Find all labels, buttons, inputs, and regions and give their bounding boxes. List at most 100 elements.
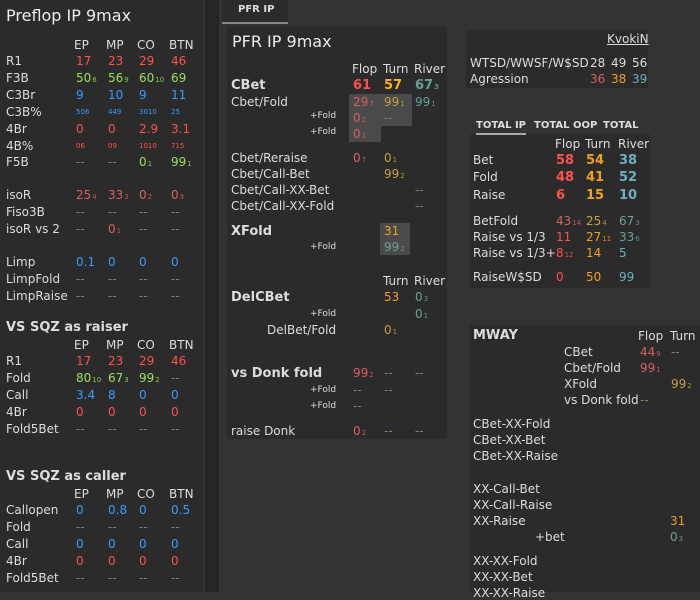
wtsd-panel (466, 30, 648, 88)
pfr-row-cbet-reraise-val-sample: 1 (392, 156, 398, 164)
total-row-raise-vs-13: Raise vs 1/3 (473, 230, 546, 244)
total-row-bet-val: 38 (619, 153, 638, 168)
mway-row-cbet-fold: Cbet/Fold (564, 361, 621, 375)
sqz-raiser-val: 673 (108, 371, 129, 385)
preflop-val: 9 (139, 88, 147, 102)
total-row-raise-wsd-val: 99 (619, 270, 635, 284)
pfr-row-cbet-call-bet: Cbet/Call-Bet (231, 167, 310, 181)
pfr-row-xfold: XFold (231, 224, 273, 239)
agression-val: 39 (632, 72, 648, 86)
pfr-row-xfold-val: 31 (384, 224, 400, 238)
pfr-row-cbet-fold: Cbet/Fold (231, 95, 288, 109)
wtsd-val: 28 (590, 56, 606, 70)
sqz-caller-val: -- (139, 571, 148, 585)
tab-total-ip[interactable]: TOTAL IP (476, 120, 527, 135)
pfr-row-xfold-fold-val-sample: 2 (400, 245, 405, 253)
agression-val: 36 (590, 72, 606, 86)
sqz-caller-val: -- (171, 520, 180, 534)
pfr-row-delcbet-val: 03 (415, 290, 429, 304)
sqz-caller-val: 0 (76, 503, 84, 517)
mway-row-bet-val-sample: 3 (678, 535, 684, 543)
pfr-row-cbet-call-xx-fold: Cbet/Call-XX-Fold (231, 199, 335, 213)
sqz-caller-val: 0 (139, 537, 147, 551)
sqz-raiser-val-sample: 3 (124, 376, 129, 384)
sqz-raiser-val: -- (76, 422, 85, 436)
preflop-val: 09 (108, 142, 117, 150)
sqz-caller-row-call: Call (6, 537, 29, 551)
total-row-raise-val: 6 (556, 188, 566, 203)
sqz-caller-val: 0.8 (108, 503, 128, 517)
mway-row-xx-xx-raise: XX-XX-Raise (473, 586, 546, 600)
sqz-caller-val: 0 (171, 554, 179, 568)
pfr-row-delbet-fold: DelBet/Fold (267, 323, 337, 337)
sqz-raiser-col-mp: MP (106, 338, 124, 352)
pfr-row-vs-donk-fold-val-sample: 2 (369, 371, 374, 379)
preflop-val: 46 (171, 54, 187, 68)
sqz-caller-col-btn: BTN (169, 487, 194, 501)
highlight-cell (380, 94, 412, 110)
preflop-val-sample: 2 (147, 193, 153, 201)
mway-row-cbet-xx-raise: CBet-XX-Raise (473, 449, 559, 463)
pfr-col-turn: Turn (383, 62, 409, 76)
preflop-val-sample: 6 (92, 76, 97, 84)
preflop-col-ep: EP (74, 38, 89, 52)
preflop-row-f5b: F5B (6, 155, 29, 169)
pfr-row-donk-fold1-val: -- (384, 383, 393, 397)
sqz-raiser-row-call: Call (6, 388, 29, 402)
tab-total[interactable]: TOTAL (603, 120, 639, 131)
highlight-cell (380, 110, 412, 126)
mway-row-xx-xx-bet: XX-XX-Bet (473, 570, 533, 584)
pfr-row-cbet-fold-val: 297 (353, 95, 374, 109)
pfr-row-cbet-reraise-val: 07 (353, 151, 367, 165)
pfr-row-raise-donk-val-sample: 2 (361, 429, 367, 437)
sqz-raiser-val: -- (171, 422, 180, 436)
sqz-caller-val: 0 (108, 554, 116, 568)
preflop-row-limp: Limp (6, 255, 36, 269)
total-row-raise-vs-13plus-val: 14 (586, 246, 602, 260)
pfr-row-cbet-call-xx-fold-val: -- (415, 199, 424, 213)
pfr-del-col-turn: Turn (383, 274, 409, 288)
total-row-raise-val: 10 (619, 188, 638, 203)
preflop-val: 3010 (139, 108, 157, 116)
preflop-val: 11 (171, 88, 187, 102)
mway-row-vs-donk-fold: vs Donk fold (564, 393, 639, 407)
preflop-val: -- (108, 272, 117, 286)
mway-row-cbet-val: -- (671, 345, 680, 359)
preflop-val: 02 (139, 188, 153, 202)
pfr-row-cbet-fold-val-sample: 7 (369, 100, 374, 108)
highlight-cell (349, 110, 381, 126)
tab-pfr-ip[interactable]: PFR IP (222, 0, 288, 24)
pfr-row-cbet-fold-val: 991 (415, 95, 436, 109)
sqz-raiser-title: VS SQZ as raiser (6, 320, 128, 335)
pfr-row-cbet-call-xx-bet-val: -- (415, 183, 424, 197)
preflop-val: 01 (139, 155, 153, 169)
preflop-val: -- (76, 272, 85, 286)
sqz-raiser-val: 0 (76, 405, 84, 419)
tab-total-oop[interactable]: TOTAL OOP (534, 120, 598, 131)
sqz-raiser-val: 0 (139, 405, 147, 419)
preflop-val: 3.1 (171, 122, 191, 136)
sqz-caller-val: 0 (139, 503, 147, 517)
total-row-betfold-val-sample: 14 (572, 219, 582, 227)
sqz-raiser-row-4br: 4Br (6, 405, 27, 419)
sqz-raiser-val: -- (171, 371, 180, 385)
preflop-val: -- (108, 289, 117, 303)
total-row-betfold-val: 4314 (556, 214, 582, 228)
total-row-betfold: BetFold (473, 214, 519, 228)
preflop-val: -- (108, 205, 117, 219)
sqz-raiser-val: 0 (171, 405, 179, 419)
sqz-caller-val: -- (108, 571, 117, 585)
highlight-cell (349, 126, 381, 142)
mway-row-xx-raise: XX-Raise (473, 514, 526, 528)
preflop-val: -- (171, 272, 180, 286)
preflop-val: -- (76, 205, 85, 219)
preflop-val-sample: 10 (155, 76, 165, 84)
preflop-val: 25 (171, 108, 180, 116)
mway-row-xfold-val-sample: 2 (687, 382, 692, 390)
username-link[interactable]: KvokiN (607, 32, 649, 46)
total-row-bet-val: 58 (556, 153, 575, 168)
total-row-bet: Bet (473, 153, 494, 167)
sqz-caller-col-ep: EP (74, 487, 89, 501)
sqz-raiser-val: 8010 (76, 371, 102, 385)
sqz-raiser-val: 17 (76, 354, 92, 368)
